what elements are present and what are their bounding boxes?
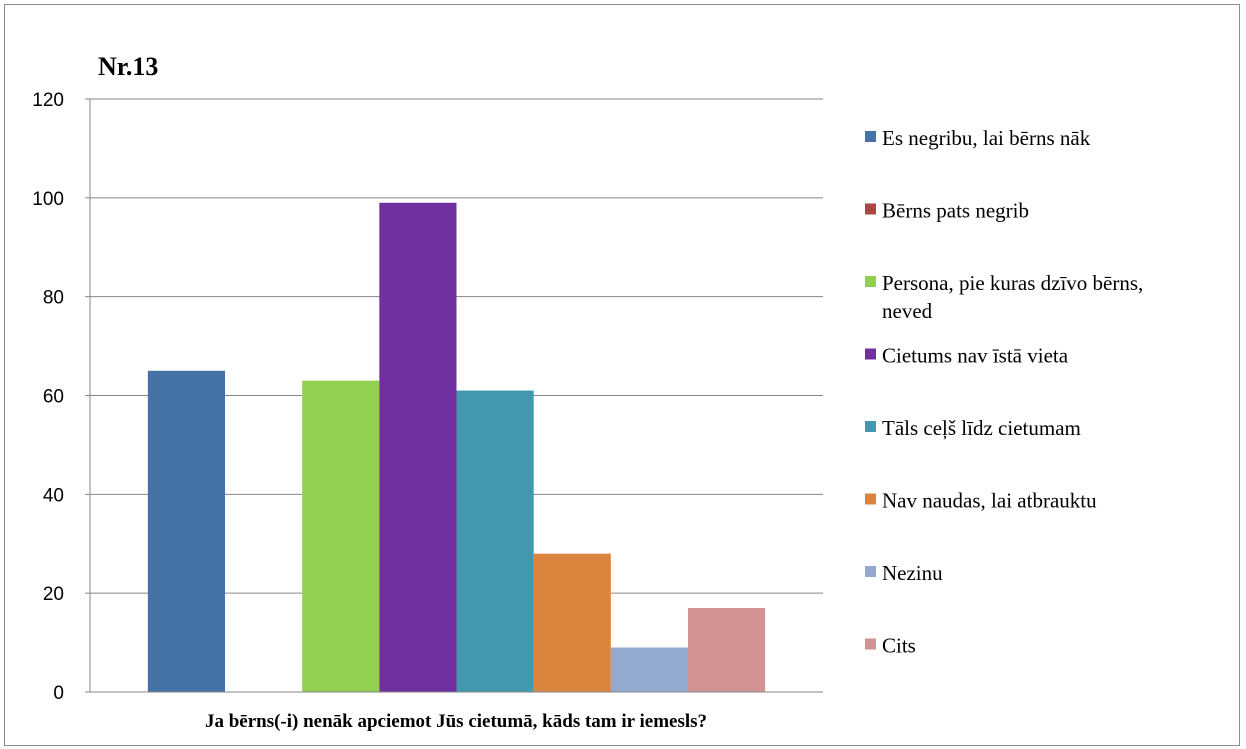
- legend-swatch: [865, 493, 876, 505]
- legend-swatch: [865, 638, 876, 650]
- bar: [147, 370, 226, 692]
- legend-swatch: [865, 131, 876, 142]
- bar: [456, 390, 534, 692]
- y-tick-label: 20: [43, 584, 64, 605]
- legend: Es negribu, lai bērns nāk Bērns pats negr…: [865, 126, 1143, 658]
- legend-label: Bērns pats negrib: [882, 199, 1029, 223]
- y-tick-label: 60: [43, 387, 64, 408]
- legend-label: Cietums nav īstā vieta: [882, 344, 1069, 368]
- y-axis: 0 20 40 60 80 100 120: [32, 90, 91, 704]
- chart-title: Nr.13: [98, 52, 158, 81]
- legend-label: Persona, pie kuras dzīvo bērns, neved: [882, 271, 1143, 323]
- bars: [147, 202, 766, 692]
- legend-swatch: [865, 566, 876, 577]
- bar: [610, 647, 688, 692]
- legend-swatch: [865, 421, 876, 432]
- x-axis-label: Ja bērns(-i) nenāk apciemot Jūs cietumā,…: [205, 711, 707, 732]
- legend-label: Nezinu: [882, 561, 943, 585]
- y-tick-label: 80: [43, 288, 64, 309]
- bar: [687, 607, 766, 692]
- y-tick-label: 0: [53, 683, 64, 704]
- bar: [533, 553, 611, 692]
- y-tick-label: 100: [32, 189, 64, 210]
- legend-label: Es negribu, lai bērns nāk: [882, 126, 1091, 150]
- y-tick-label: 120: [32, 90, 64, 111]
- legend-swatch: [865, 348, 876, 360]
- legend-swatch: [865, 276, 876, 287]
- y-tick-label: 40: [43, 485, 64, 506]
- legend-swatch: [865, 203, 876, 215]
- legend-label: Cits: [882, 634, 916, 658]
- legend-label: Tāls ceļš līdz cietumam: [882, 416, 1081, 440]
- legend-label: Nav naudas, lai atbrauktu: [882, 489, 1097, 513]
- bar: [379, 202, 457, 692]
- bar: [302, 380, 380, 692]
